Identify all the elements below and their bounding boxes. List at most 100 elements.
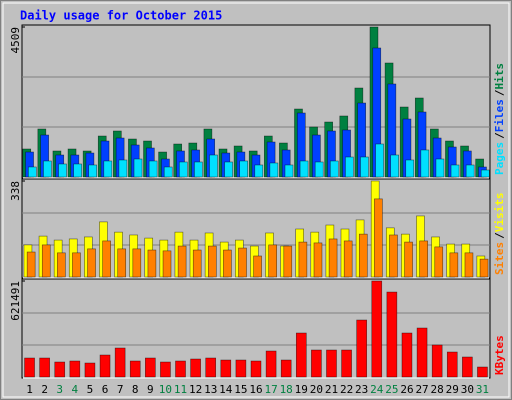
bar xyxy=(405,159,415,178)
bar xyxy=(299,160,309,178)
bar xyxy=(205,357,217,378)
bar xyxy=(386,291,398,378)
bar xyxy=(431,344,443,378)
legend-separator: / xyxy=(493,132,506,139)
bar xyxy=(329,160,339,178)
bar xyxy=(69,360,81,378)
bar xyxy=(389,234,398,278)
x-tick-label: 11 xyxy=(174,383,187,396)
x-tick-label: 4 xyxy=(72,383,79,396)
x-tick-label: 6 xyxy=(102,383,109,396)
x-tick-label: 13 xyxy=(204,383,217,396)
x-tick-label: 30 xyxy=(461,383,474,396)
bar xyxy=(239,160,249,178)
bar xyxy=(43,160,52,178)
x-tick-label: 29 xyxy=(446,383,459,396)
x-tick-label: 10 xyxy=(159,383,172,396)
bar xyxy=(208,245,217,278)
bar xyxy=(269,162,279,178)
bar xyxy=(102,240,111,278)
bar xyxy=(284,164,294,178)
bar xyxy=(238,247,247,278)
bar xyxy=(177,245,187,278)
bar xyxy=(314,161,324,178)
x-tick-label: 3 xyxy=(56,383,63,396)
bar xyxy=(99,354,111,378)
bar xyxy=(220,359,232,378)
bar xyxy=(375,143,384,178)
bar xyxy=(147,249,157,278)
x-tick-label: 7 xyxy=(117,383,124,396)
bar xyxy=(343,240,353,278)
legend-separator: / xyxy=(493,232,506,239)
bar xyxy=(401,332,413,378)
bar xyxy=(224,161,233,178)
bar xyxy=(133,158,143,178)
bar xyxy=(24,357,35,378)
x-tick-label: 2 xyxy=(41,383,48,396)
y-tick-label: 338 xyxy=(9,181,22,201)
bar xyxy=(72,252,81,278)
bar xyxy=(404,241,413,278)
bar xyxy=(345,156,354,178)
x-tick-label: 5 xyxy=(87,383,94,396)
bar xyxy=(268,244,277,278)
bar xyxy=(479,258,489,278)
legend-entry: Files xyxy=(493,99,506,132)
chart-title: Daily usage for October 2015 xyxy=(20,9,222,23)
bar xyxy=(179,161,188,178)
legend: KBytes xyxy=(493,335,506,375)
bar xyxy=(311,349,322,378)
bar xyxy=(283,245,293,278)
bar xyxy=(298,241,308,278)
bar xyxy=(57,252,66,278)
bar xyxy=(223,249,232,278)
bar xyxy=(280,359,292,378)
bar xyxy=(462,356,473,378)
x-tick-label: 21 xyxy=(325,383,338,396)
bar xyxy=(449,252,459,278)
x-tick-label: 23 xyxy=(355,383,368,396)
bar xyxy=(416,327,428,378)
bar xyxy=(374,198,383,278)
bar xyxy=(465,164,475,178)
bar xyxy=(446,351,458,378)
x-tick-label: 19 xyxy=(295,383,308,396)
bar xyxy=(419,240,428,278)
bar xyxy=(190,358,201,378)
legend-separator: / xyxy=(493,89,506,96)
x-tick-label: 20 xyxy=(310,383,323,396)
legend-entry: Sites xyxy=(493,242,506,275)
bar xyxy=(250,360,262,378)
x-tick-label: 16 xyxy=(249,383,262,396)
x-tick-label: 24 xyxy=(370,383,384,396)
bar xyxy=(477,366,488,378)
x-tick-label: 26 xyxy=(400,383,413,396)
bar xyxy=(434,246,444,278)
bar xyxy=(162,250,172,278)
bar xyxy=(358,233,368,278)
bar xyxy=(160,361,171,378)
bar xyxy=(26,251,36,278)
bar xyxy=(435,158,445,178)
legend-entry: Hits xyxy=(493,63,506,90)
bar xyxy=(41,244,51,278)
bar xyxy=(464,252,474,278)
bar xyxy=(39,357,50,378)
x-tick-label: 22 xyxy=(340,383,353,396)
bar xyxy=(254,164,264,178)
y-tick-label: 621491 xyxy=(9,281,22,321)
bar xyxy=(356,319,367,378)
bar xyxy=(253,255,262,278)
bar xyxy=(129,360,141,378)
bar xyxy=(114,347,126,378)
legend-entry: KBytes xyxy=(493,335,506,375)
bar xyxy=(103,160,113,178)
x-tick-label: 9 xyxy=(147,383,154,396)
y-tick-label: 4509 xyxy=(9,27,22,54)
bar xyxy=(390,154,399,178)
x-tick-label: 17 xyxy=(264,383,277,396)
x-tick-label: 27 xyxy=(415,383,428,396)
bar xyxy=(163,166,173,178)
